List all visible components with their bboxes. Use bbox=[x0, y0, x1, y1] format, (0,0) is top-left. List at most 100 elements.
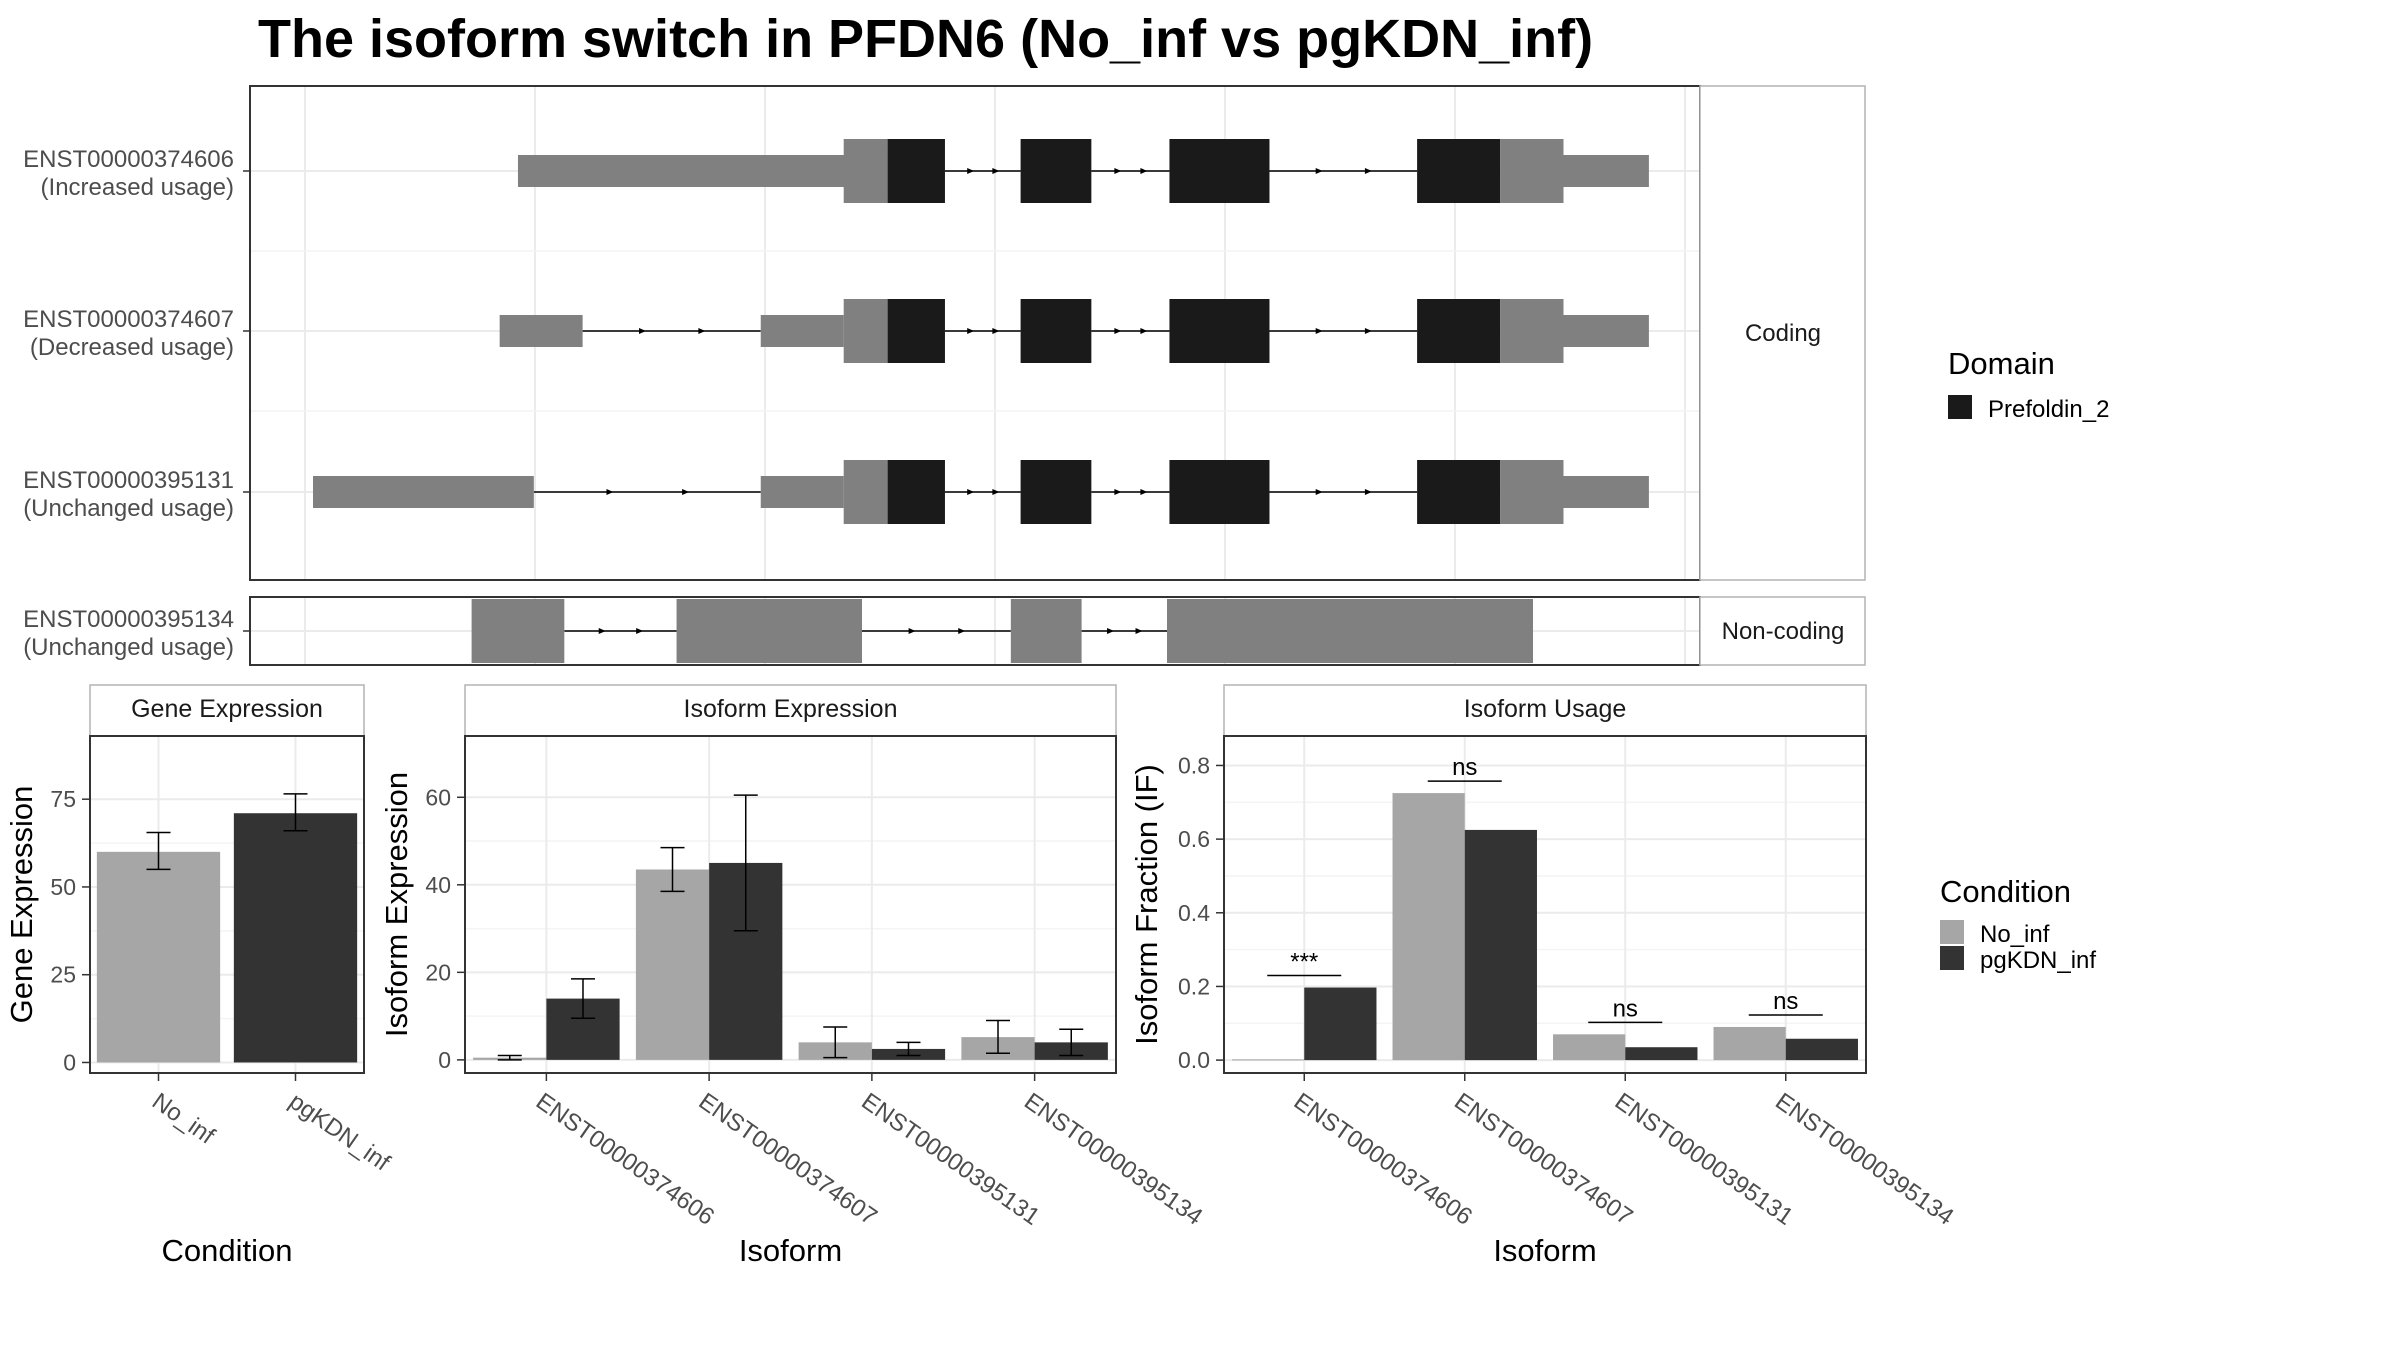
exon-domain bbox=[1417, 460, 1501, 524]
legend-label: Prefoldin_2 bbox=[1988, 396, 2109, 423]
isoform-id-label: ENST00000395131 bbox=[23, 467, 234, 494]
exon-cds bbox=[1500, 460, 1564, 524]
bar bbox=[635, 869, 710, 1060]
intron-arrow bbox=[1315, 168, 1323, 174]
facet-strip bbox=[464, 684, 1117, 737]
exon-noncoding bbox=[1167, 599, 1533, 663]
exon-domain bbox=[1169, 139, 1270, 203]
intron-arrow bbox=[1114, 489, 1122, 495]
intron-arrow bbox=[1140, 489, 1148, 495]
intron-arrow bbox=[598, 628, 606, 634]
y-tick-label: 20 bbox=[425, 959, 451, 985]
y-tick-label: 0.2 bbox=[1178, 973, 1210, 999]
significance-label: ns bbox=[1773, 988, 1798, 1015]
intron-arrow bbox=[1114, 328, 1122, 334]
exon-domain bbox=[1020, 299, 1092, 363]
x-axis-title: Isoform bbox=[1493, 1233, 1596, 1268]
bar bbox=[1392, 793, 1465, 1061]
y-tick-label: 60 bbox=[425, 784, 451, 810]
y-tick-label: 0.0 bbox=[1178, 1047, 1210, 1073]
legend-swatch bbox=[1940, 920, 1964, 944]
intron-arrow bbox=[636, 628, 644, 634]
exon-utr bbox=[760, 315, 844, 347]
isoform-usage-panel: Isoform Usage0.00.20.40.60.8ENST00000374… bbox=[1129, 684, 1959, 1268]
y-axis-title: Isoform Expression bbox=[379, 772, 414, 1037]
exon-domain bbox=[1020, 460, 1092, 524]
exon-domain bbox=[887, 139, 945, 203]
legend-title: Condition bbox=[1940, 874, 2071, 909]
facet-title: Isoform Expression bbox=[684, 695, 898, 723]
legend-label: No_inf bbox=[1980, 921, 2050, 948]
intron-arrow bbox=[992, 489, 1000, 495]
x-tick-label: No_inf bbox=[147, 1088, 220, 1150]
bar bbox=[233, 813, 358, 1063]
strip-label-box bbox=[1699, 596, 1866, 666]
exon-domain bbox=[887, 299, 945, 363]
exon-utr bbox=[517, 155, 888, 187]
intron-arrow bbox=[1364, 328, 1372, 334]
exon-utr bbox=[313, 476, 534, 508]
facet-title: Isoform Usage bbox=[1464, 695, 1627, 723]
intron-arrow bbox=[958, 628, 966, 634]
x-tick-label: pgKDN_inf bbox=[284, 1088, 395, 1177]
significance-label: ns bbox=[1613, 995, 1638, 1022]
exon-noncoding bbox=[1010, 599, 1082, 663]
exon-domain bbox=[1169, 299, 1270, 363]
isoform-id-label: ENST00000395134 bbox=[23, 606, 234, 633]
strip-label-box bbox=[1699, 85, 1866, 581]
exon-domain bbox=[1020, 139, 1092, 203]
intron-arrow bbox=[967, 328, 975, 334]
exon-utr bbox=[1563, 155, 1649, 187]
y-tick-label: 0 bbox=[63, 1049, 76, 1075]
y-tick-label: 75 bbox=[50, 786, 76, 812]
bar bbox=[96, 851, 221, 1063]
isoform-usage-label: (Decreased usage) bbox=[30, 334, 234, 361]
isoform-usage-label: (Unchanged usage) bbox=[23, 495, 234, 522]
intron-arrow bbox=[967, 168, 975, 174]
exon-domain bbox=[1417, 139, 1501, 203]
panel-border bbox=[89, 735, 365, 1074]
exon-cds bbox=[843, 299, 888, 363]
facet-title: Gene Expression bbox=[131, 695, 323, 723]
x-axis-title: Condition bbox=[162, 1233, 293, 1268]
intron-arrow bbox=[1364, 489, 1372, 495]
intron-arrow bbox=[908, 628, 916, 634]
y-tick-label: 0.8 bbox=[1178, 752, 1210, 778]
intron-arrow bbox=[1140, 328, 1148, 334]
intron-arrow bbox=[606, 489, 614, 495]
exon-utr bbox=[1563, 476, 1649, 508]
gene-expression-panel: Gene Expression 0 25 50 75 No_inf pgKDN_inf Con… bbox=[4, 684, 395, 1268]
intron-arrow bbox=[1315, 328, 1323, 334]
significance-label: *** bbox=[1290, 949, 1318, 976]
strip-label: Non-coding bbox=[1722, 618, 1845, 645]
bar bbox=[1785, 1038, 1858, 1061]
y-tick-label: 40 bbox=[425, 872, 451, 898]
exon-noncoding bbox=[471, 599, 565, 663]
x-tick-label: ENST00000395131 bbox=[856, 1088, 1044, 1231]
significance-label: ns bbox=[1452, 754, 1477, 781]
bar bbox=[1232, 1059, 1305, 1061]
isoform-expression-panel: Isoform Expression 0 20 40 60 ENST00000374606… bbox=[379, 684, 1207, 1268]
intron-arrow bbox=[1140, 168, 1148, 174]
exon-utr bbox=[760, 476, 844, 508]
isoform-id-label: ENST00000374607 bbox=[23, 306, 234, 333]
intron-arrow bbox=[992, 168, 1000, 174]
legend-swatch bbox=[1948, 395, 1972, 419]
exon-cds bbox=[1500, 299, 1564, 363]
x-tick-label: ENST00000374606 bbox=[531, 1088, 719, 1231]
exon-domain bbox=[1169, 460, 1270, 524]
x-axis-title: Isoform bbox=[739, 1233, 842, 1268]
intron-arrow bbox=[1315, 489, 1323, 495]
intron-arrow bbox=[698, 328, 706, 334]
intron-arrow bbox=[682, 489, 690, 495]
isoform-id-label: ENST00000374606 bbox=[23, 146, 234, 173]
bar bbox=[1713, 1026, 1786, 1061]
exon-utr bbox=[1563, 315, 1649, 347]
x-tick-label: ENST00000395134 bbox=[1770, 1088, 1958, 1231]
intron-arrow bbox=[1364, 168, 1372, 174]
legend-title: Domain bbox=[1948, 346, 2055, 381]
y-axis-title: Isoform Fraction (IF) bbox=[1129, 764, 1164, 1045]
exon-noncoding bbox=[676, 599, 862, 663]
